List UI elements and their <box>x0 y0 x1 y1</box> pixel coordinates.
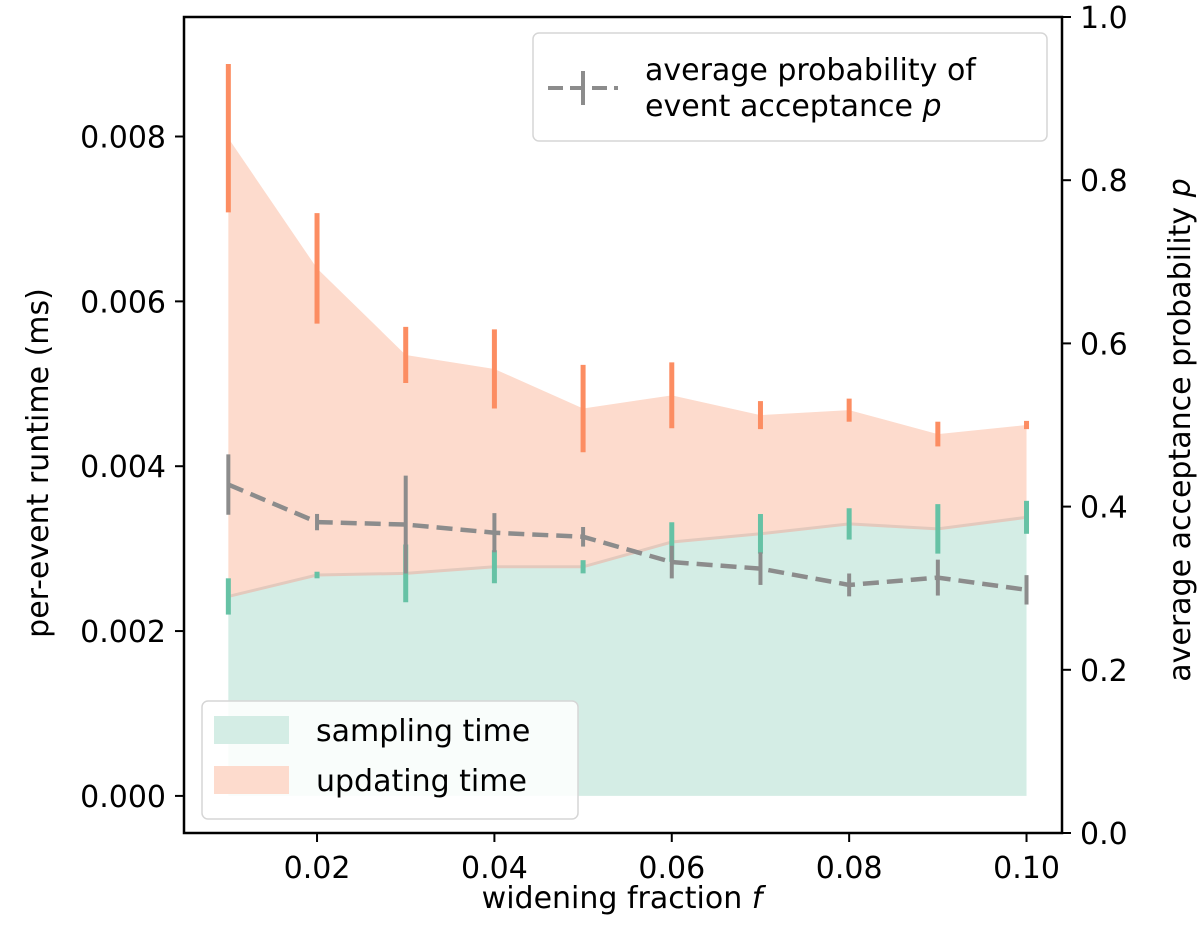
y-left-tick-label: 0.002 <box>80 615 166 650</box>
legend-runtime-box <box>201 700 579 820</box>
legend-probability-text-line1: average probability of <box>645 53 977 88</box>
legend-sampling-text: sampling time <box>316 714 530 749</box>
probability-line <box>227 482 1027 593</box>
y-right-tick-label: 0.2 <box>1080 654 1128 689</box>
plot-frame <box>182 15 1064 835</box>
y-left-tick-label: 0.006 <box>80 285 166 320</box>
y-left-tick-label: 0.004 <box>80 450 166 485</box>
x-tick-label: 0.10 <box>993 851 1060 886</box>
x-tick-label: 0.08 <box>816 851 883 886</box>
y-left-tick-label: 0.000 <box>80 780 166 815</box>
y-axis-left-label: per-event runtime (ms) <box>21 288 56 638</box>
y-left-tick-label: 0.008 <box>80 121 166 156</box>
x-tick-label: 0.04 <box>461 851 528 886</box>
legend-probability: average probability of event acceptance … <box>532 32 1048 142</box>
x-tick-label: 0.06 <box>638 851 705 886</box>
y-axis-right-label: average acceptance probability p <box>1163 178 1198 682</box>
y-right-tick-label: 0.0 <box>1080 817 1128 852</box>
x-axis-label: widening fraction f <box>482 881 767 916</box>
sampling-time-edge <box>227 515 1027 598</box>
legend-updating-text: updating time <box>316 764 527 799</box>
legend-runtime: sampling time updating time <box>201 700 579 820</box>
legend-updating-swatch <box>214 766 289 794</box>
y-right-tick-label: 0.6 <box>1080 327 1128 362</box>
legend-sampling-swatch <box>214 716 289 744</box>
y-right-tick-label: 0.4 <box>1080 491 1128 526</box>
x-tick-label: 0.02 <box>284 851 351 886</box>
y-right-tick-label: 1.0 <box>1080 1 1128 36</box>
y-right-tick-label: 0.8 <box>1080 164 1128 199</box>
legend-probability-box <box>532 32 1048 142</box>
legend-probability-text-line2: event acceptance p <box>645 89 942 124</box>
updating-time-area <box>228 138 1027 597</box>
